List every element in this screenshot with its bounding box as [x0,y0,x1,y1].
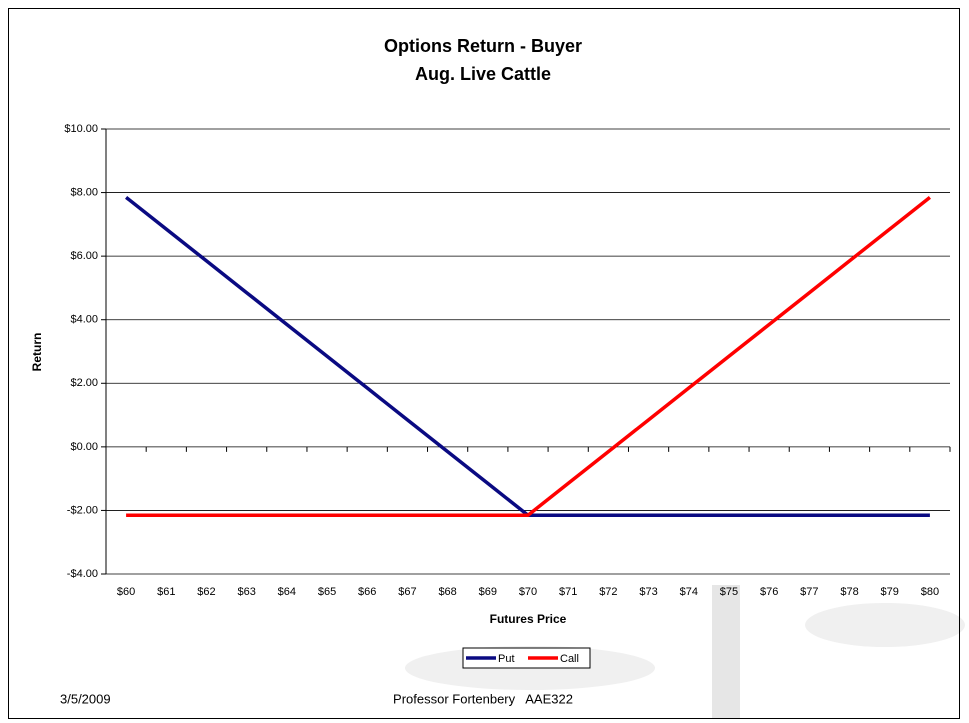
y-tick-label: -$2.00 [67,504,98,516]
x-tick-label: $75 [720,586,738,598]
x-tick-label: $76 [760,586,778,598]
x-tick-label: $63 [237,586,255,598]
legend-box [462,647,591,669]
x-tick-label: $62 [197,586,215,598]
y-tick-label: $0.00 [70,441,98,453]
decoration [805,603,965,647]
series-line [125,195,930,517]
chart-subtitle: Aug. Live Cattle [415,64,551,84]
x-tick-label: $61 [157,586,175,598]
x-tick-label: $73 [639,586,657,598]
y-tick-label: $4.00 [70,314,98,326]
x-tick-label: $72 [599,586,617,598]
x-axis-label: Futures Price [490,612,567,626]
y-tick-label: $2.00 [70,377,98,389]
x-tick-label: $80 [921,586,939,598]
chart-title: Options Return - Buyer [384,36,582,56]
x-tick-label: $71 [559,586,577,598]
x-tick-label: $65 [318,586,336,598]
footer-text: Professor Fortenbery AAE322 [393,691,573,706]
x-tick-label: $70 [519,586,537,598]
x-tick-label: $79 [881,586,899,598]
legend-label: Call [560,653,579,665]
x-tick-label: $78 [840,586,858,598]
y-tick-label: $6.00 [70,250,98,262]
x-tick-label: $74 [680,586,698,598]
x-tick-label: $60 [117,586,135,598]
y-tick-label: $8.00 [70,186,98,198]
x-tick-label: $69 [479,586,497,598]
x-tick-label: $77 [800,586,818,598]
x-tick-label: $68 [438,586,456,598]
decoration [712,585,740,719]
x-tick-label: $66 [358,586,376,598]
x-tick-label: $64 [278,586,296,598]
legend-label: Put [498,653,515,665]
y-axis-label: Return [30,333,44,372]
x-tick-label: $67 [398,586,416,598]
slide-border [8,8,960,719]
series-line [126,195,931,517]
y-tick-label: $10.00 [64,123,98,135]
y-tick-label: -$4.00 [67,568,98,580]
footer-date: 3/5/2009 [60,691,111,706]
